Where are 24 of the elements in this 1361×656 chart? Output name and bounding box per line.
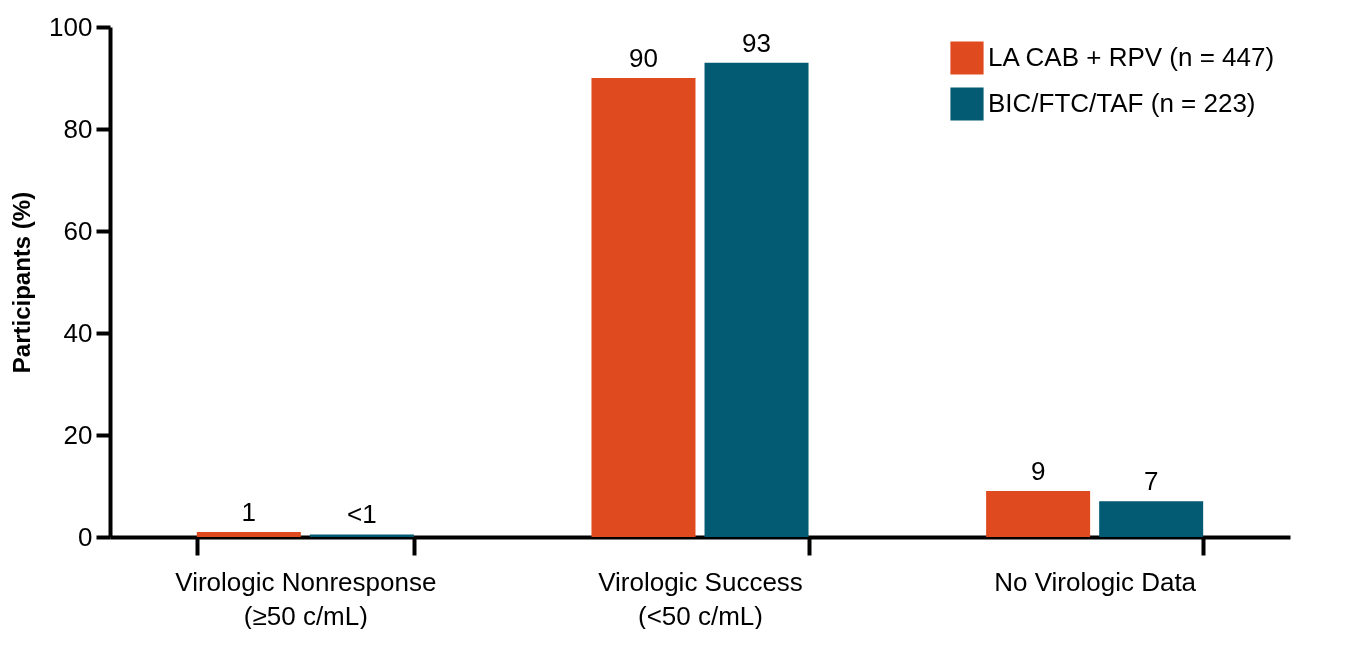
x-tick-label: Virologic Success (<50 c/mL) <box>598 566 803 631</box>
y-tick-label: 80 <box>63 113 93 144</box>
y-axis-title: Participants (%) <box>8 191 36 374</box>
data-label: 1 <box>241 496 257 527</box>
y-tick-label: 60 <box>63 215 93 246</box>
data-label: 90 <box>629 43 658 73</box>
bar <box>704 62 809 537</box>
bar <box>591 78 696 537</box>
y-tick-label: 40 <box>63 317 93 348</box>
bar <box>1099 501 1204 537</box>
data-label: 9 <box>1030 456 1046 487</box>
data-label: 93 <box>742 27 771 58</box>
bar <box>196 531 301 537</box>
x-tick-label: Virologic Nonresponse (≥50 c/mL) <box>175 566 437 631</box>
legend-label: LA CAB + RPV (n = 447) <box>988 42 1275 72</box>
data-label: 7 <box>1143 466 1159 497</box>
y-tick-label: 20 <box>63 419 93 450</box>
legend-label: BIC/FTC/TAF (n = 223) <box>988 88 1256 118</box>
bar <box>986 491 1091 537</box>
data-label: <1 <box>347 499 377 530</box>
bar <box>309 534 414 537</box>
y-tick-label: 0 <box>78 521 93 552</box>
x-tick-label: No Virologic Data <box>994 566 1197 597</box>
y-tick-label: 100 <box>49 11 93 42</box>
